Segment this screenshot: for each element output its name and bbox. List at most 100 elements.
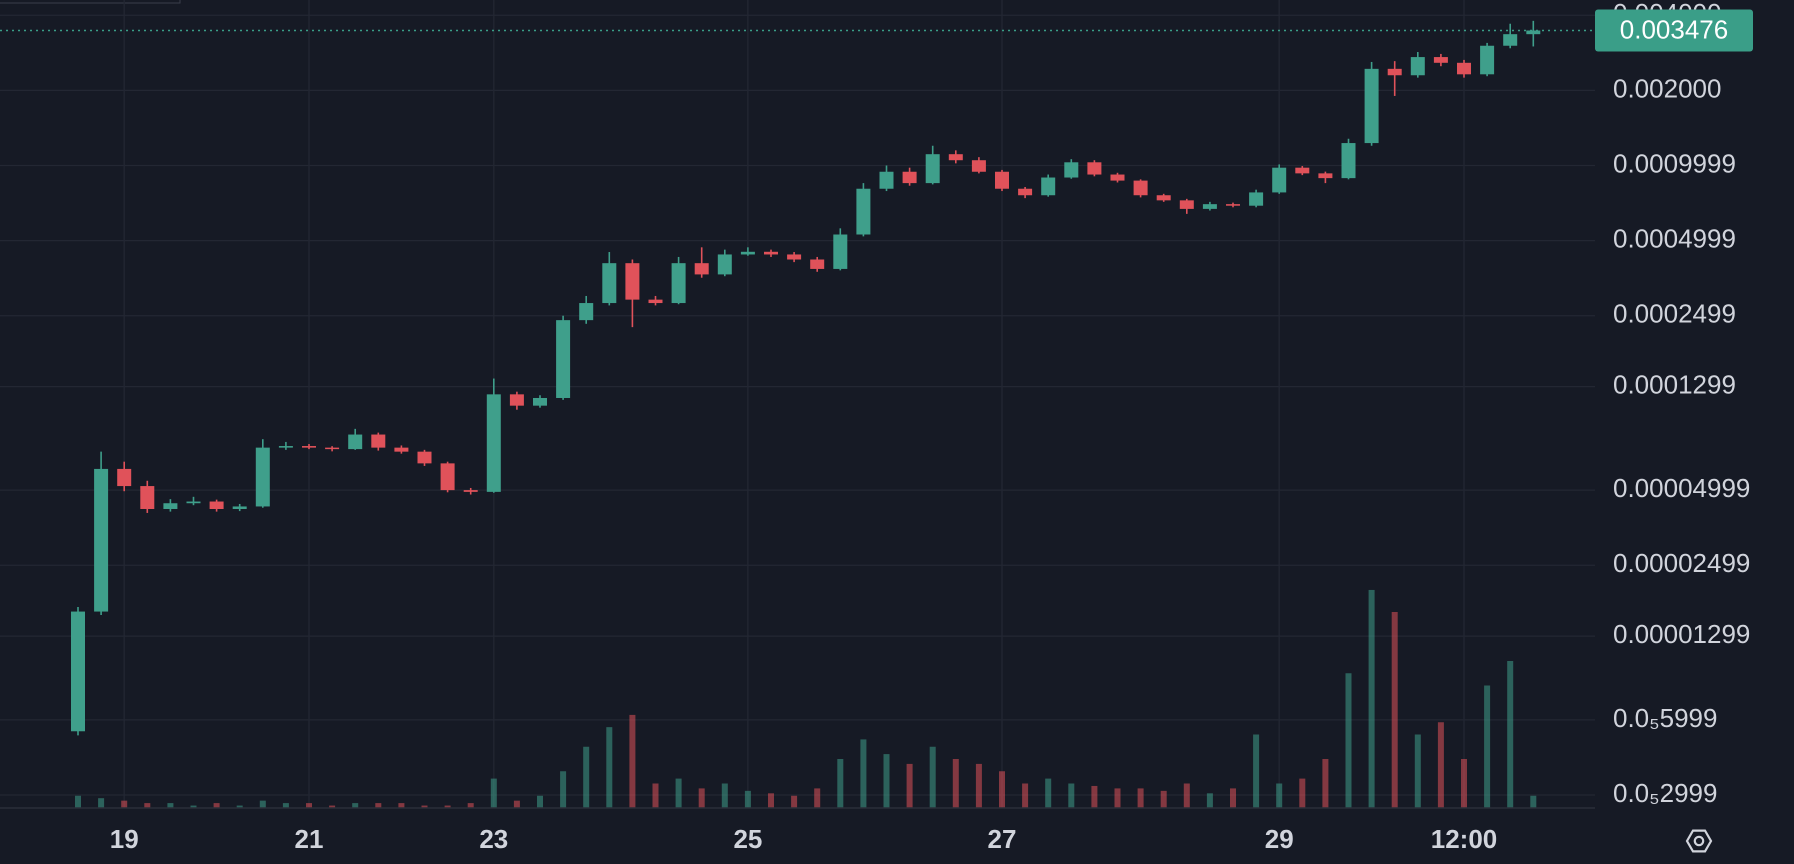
y-tick-label: 0.0009999 <box>1613 148 1736 178</box>
volume-bar <box>537 795 543 808</box>
x-tick-label: 21 <box>295 824 324 854</box>
volume-bar <box>1484 685 1491 808</box>
candle-body <box>533 397 547 406</box>
volume-bar <box>814 788 821 808</box>
volume-bar <box>1276 783 1283 808</box>
candle-body <box>1318 173 1333 179</box>
candle-body <box>232 506 247 510</box>
volume-bar <box>1322 759 1329 808</box>
y-tick-label: 0.0001299 <box>1613 370 1736 400</box>
candle-body <box>1202 204 1217 209</box>
candle-body <box>1249 192 1264 206</box>
candle-body <box>94 468 109 612</box>
candle-body <box>1226 204 1240 206</box>
candle-body <box>1503 34 1518 46</box>
candle-body <box>1341 143 1356 179</box>
candle-body <box>671 263 686 304</box>
settings-button[interactable] <box>1685 829 1713 853</box>
volume-bar <box>375 803 382 808</box>
candle-body <box>810 259 825 269</box>
volume-bar <box>1137 788 1144 808</box>
y-tick-label: 0.0002499 <box>1613 299 1736 329</box>
candle-body <box>648 299 663 304</box>
volume-bar <box>467 803 474 808</box>
volume-bar <box>1530 795 1537 808</box>
candle-body <box>1041 177 1056 196</box>
x-tick-label: 19 <box>110 824 139 854</box>
candle-body <box>417 451 432 464</box>
volume-bar <box>421 805 428 808</box>
candle-body <box>278 446 293 448</box>
y-tick-label: 0.00002499 <box>1613 548 1750 578</box>
candle-body <box>71 611 85 732</box>
candle-body <box>579 303 594 321</box>
volume-bar <box>236 805 243 808</box>
candle-body <box>1410 57 1425 76</box>
volume-bar <box>1391 612 1398 808</box>
candle-body <box>971 160 986 172</box>
candle-body <box>902 171 917 184</box>
candle-body <box>764 251 778 255</box>
candle-body <box>995 171 1009 189</box>
last-price-box <box>1595 9 1753 52</box>
volume-bar <box>698 788 705 808</box>
y-tick-label: 0.00001299 <box>1613 619 1750 649</box>
volume-bar <box>329 805 336 808</box>
candle-body <box>717 254 732 275</box>
volume-bar <box>98 798 105 808</box>
volume-bar <box>629 714 636 808</box>
candle-body <box>302 446 316 448</box>
volume-bar <box>1437 722 1444 808</box>
x-tick-label: 27 <box>988 824 1017 854</box>
volume-bar <box>1045 778 1052 808</box>
volume-bar <box>190 805 197 808</box>
candle-body <box>209 501 224 510</box>
volume-bar <box>1299 778 1306 808</box>
candle-body <box>694 263 709 275</box>
volume-bar <box>444 805 451 808</box>
volume-bar <box>1414 734 1421 808</box>
candle-body <box>1272 167 1287 193</box>
candle-body <box>1433 57 1448 63</box>
volume-bar <box>144 803 151 808</box>
candle-body <box>163 503 178 510</box>
x-tick-label: 29 <box>1265 824 1294 854</box>
volume-bar <box>1461 759 1467 808</box>
volume-bar <box>606 727 613 808</box>
volume-bar <box>1206 793 1213 808</box>
y-tick-label: 0.002000 <box>1613 73 1721 103</box>
volume-bar <box>721 783 728 808</box>
volume-bar <box>1507 661 1514 808</box>
volume-bar <box>837 759 844 808</box>
candle-body <box>117 468 132 487</box>
volume-bar <box>1345 673 1352 808</box>
y-tick-label: 0.00004999 <box>1613 473 1750 503</box>
candle-body <box>371 434 386 448</box>
candle-body <box>1526 30 1541 35</box>
volume-bar <box>929 746 936 808</box>
candle-body <box>925 154 940 184</box>
candle-body <box>1295 167 1310 174</box>
volume-bar <box>259 800 266 808</box>
volume-bar <box>490 778 497 808</box>
volume-bar <box>1022 783 1029 808</box>
volume-bar <box>75 795 81 808</box>
candle-body <box>556 320 571 398</box>
candle-body <box>1480 45 1495 75</box>
candle-body <box>394 447 409 452</box>
volume-bar <box>744 790 751 808</box>
volume-bar <box>560 771 567 808</box>
candle-body <box>602 263 617 304</box>
candle-body <box>463 490 478 492</box>
volume-bar <box>652 783 659 808</box>
candle-body <box>255 447 270 507</box>
volume-bar <box>883 754 890 808</box>
candle-body <box>787 254 802 260</box>
volume-bar <box>306 803 312 808</box>
candle-body <box>509 394 524 406</box>
candle-body <box>440 463 455 491</box>
volume-bar <box>791 795 798 808</box>
volume-bar <box>583 746 590 808</box>
